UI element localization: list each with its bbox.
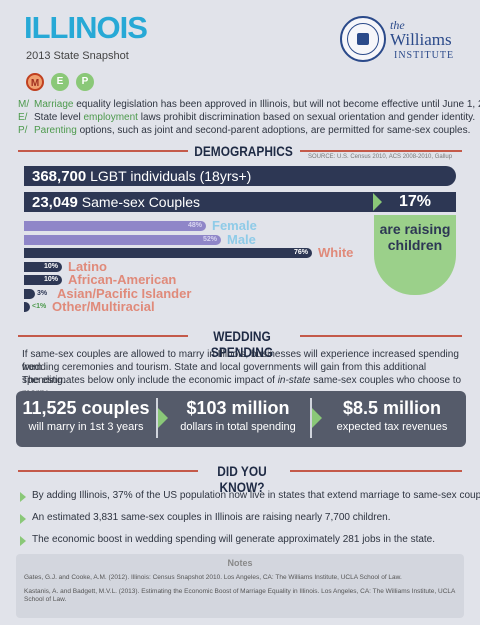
bar-other-multiracial: [24, 302, 30, 312]
wedding-text-2: wedding ceremonies and tourism. State an…: [22, 362, 427, 386]
criteria-marriage: M/Marriage equality legislation has been…: [18, 99, 480, 110]
wedding-stats-box: [16, 391, 466, 447]
category-label-other-multiracial: Other/Multiracial: [52, 299, 155, 314]
criteria-key: M/: [18, 99, 30, 110]
fact-1: By adding Illinois, 37% of the US popula…: [32, 490, 480, 501]
criteria-keyword: employment: [83, 112, 138, 123]
wedding-text-1: If same-sex couples are allowed to marry…: [22, 349, 459, 373]
arrow-right-icon: [20, 492, 26, 502]
stat-spending: $103 million dollars in total spending: [180, 398, 296, 433]
note-2: Kastanis, A. and Badgett, M.V.L. (2013).…: [24, 588, 456, 603]
bar-male: 52%: [24, 235, 221, 245]
lgbt-label: LGBT individuals (18yrs+): [90, 168, 252, 184]
badge-employment: E: [51, 73, 69, 91]
value-label-asian-pacific-islander: 3%: [37, 290, 48, 297]
category-label-african-american: African-American: [68, 272, 177, 287]
bar-latino: 10%: [24, 262, 62, 272]
criteria-parenting: P/Parenting options, such as joint and s…: [18, 125, 471, 136]
raising-children-label: are raising children: [374, 215, 456, 295]
stat-couples: 11,525 couples will marry in 1st 3 years: [22, 398, 150, 433]
category-label-male: Male: [227, 232, 256, 247]
logo-name: Williams: [390, 30, 452, 49]
fact-3: The economic boost in wedding spending w…: [32, 534, 436, 545]
badge-marriage: M: [26, 73, 44, 91]
raising-children-percent: 17%: [374, 192, 456, 212]
arrow-right-icon: [20, 536, 26, 546]
divider: [300, 335, 462, 337]
arrow-right-icon: [312, 408, 322, 428]
notes-box: [16, 554, 464, 618]
ucla-law-seal-icon: [340, 16, 386, 62]
category-label-female: Female: [212, 218, 257, 233]
badge-parenting: P: [76, 73, 94, 91]
divider: [310, 398, 312, 438]
criteria-keyword: Marriage: [34, 99, 74, 110]
divider: [300, 150, 462, 152]
didyouknow-heading: DID YOU KNOW?: [217, 463, 267, 495]
divider: [290, 470, 462, 472]
category-label-white: White: [318, 245, 354, 260]
couples-count: 23,049: [32, 194, 78, 211]
lgbt-individuals-bar: 368,700 LGBT individuals (18yrs+): [24, 166, 456, 186]
notes-title: Notes: [227, 558, 253, 568]
value-label-other-multiracial: <1%: [32, 303, 47, 310]
divider: [18, 150, 188, 152]
fact-2: An estimated 3,831 same-sex couples in I…: [32, 512, 391, 523]
criteria-employment: E/State level employment laws prohibit d…: [18, 112, 476, 123]
demographics-source: SOURCE: U.S. Census 2010, ACS 2008-2010,…: [308, 154, 453, 160]
couples-label: Same-sex Couples: [81, 194, 201, 210]
demographics-heading: DEMOGRAPHICS: [194, 143, 293, 159]
arrow-right-icon: [158, 408, 168, 428]
criteria-key: E/: [18, 112, 28, 123]
criteria-keyword: Parenting: [34, 125, 77, 136]
arrow-right-icon: [373, 193, 382, 211]
logo-institute: INSTITUTE: [394, 50, 455, 61]
bar-asian-pacific-islander: [24, 289, 35, 299]
category-label-latino: Latino: [68, 259, 107, 274]
divider: [18, 335, 188, 337]
arrow-right-icon: [20, 514, 26, 524]
criteria-key: P/: [18, 125, 28, 136]
stat-tax: $8.5 million expected tax revenues: [336, 398, 448, 433]
category-label-asian-pacific-islander: Asian/Pacific Islander: [57, 286, 192, 301]
lgbt-count: 368,700: [32, 168, 87, 185]
wedding-heading: WEDDING SPENDING: [210, 328, 274, 360]
divider: [156, 398, 158, 438]
snapshot-subtitle: 2013 State Snapshot: [26, 50, 129, 62]
logo-the: the: [390, 18, 405, 32]
bar-african-american: 10%: [24, 275, 62, 285]
note-1: Gates, G.J. and Cooke, A.M. (2012). Illi…: [24, 574, 402, 581]
bar-white: 76%: [24, 248, 312, 258]
divider: [18, 470, 198, 472]
state-title: ILLINOIS: [24, 10, 148, 45]
same-sex-couples-bar: 23,049 Same-sex Couples: [24, 192, 374, 212]
bar-female: 48%: [24, 221, 206, 231]
